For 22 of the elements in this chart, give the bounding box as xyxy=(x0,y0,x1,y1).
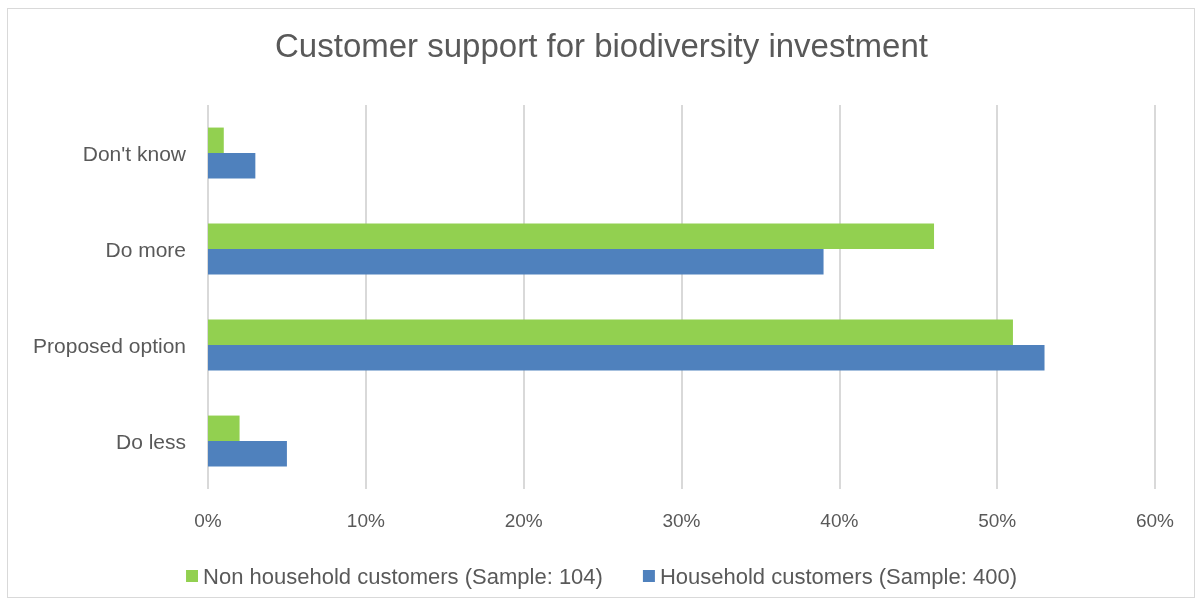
bar xyxy=(208,127,224,153)
bar xyxy=(208,441,287,467)
x-tick-label: 60% xyxy=(1135,510,1175,531)
bar xyxy=(208,153,256,179)
x-tick-label: 0% xyxy=(194,510,222,531)
y-tick-label: Do more xyxy=(105,237,186,261)
x-tick-label: 50% xyxy=(978,510,1017,531)
chart-title: Customer support for biodiversity investment xyxy=(275,27,928,64)
bar xyxy=(208,319,1013,345)
legend-label: Non household customers (Sample: 104) xyxy=(203,563,603,589)
x-tick-label: 10% xyxy=(346,510,385,531)
bar xyxy=(208,249,824,275)
x-tick-label: 20% xyxy=(504,510,543,531)
bar xyxy=(208,415,240,441)
legend-label: Household customers (Sample: 400) xyxy=(659,563,1017,589)
y-tick-label: Proposed option xyxy=(33,333,186,357)
bar xyxy=(208,223,935,249)
y-tick-label: Don't know xyxy=(82,141,187,165)
y-tick-label: Do less xyxy=(115,429,186,453)
x-tick-label: 30% xyxy=(662,510,701,531)
x-tick-label: 40% xyxy=(820,510,859,531)
bar xyxy=(208,345,1045,371)
